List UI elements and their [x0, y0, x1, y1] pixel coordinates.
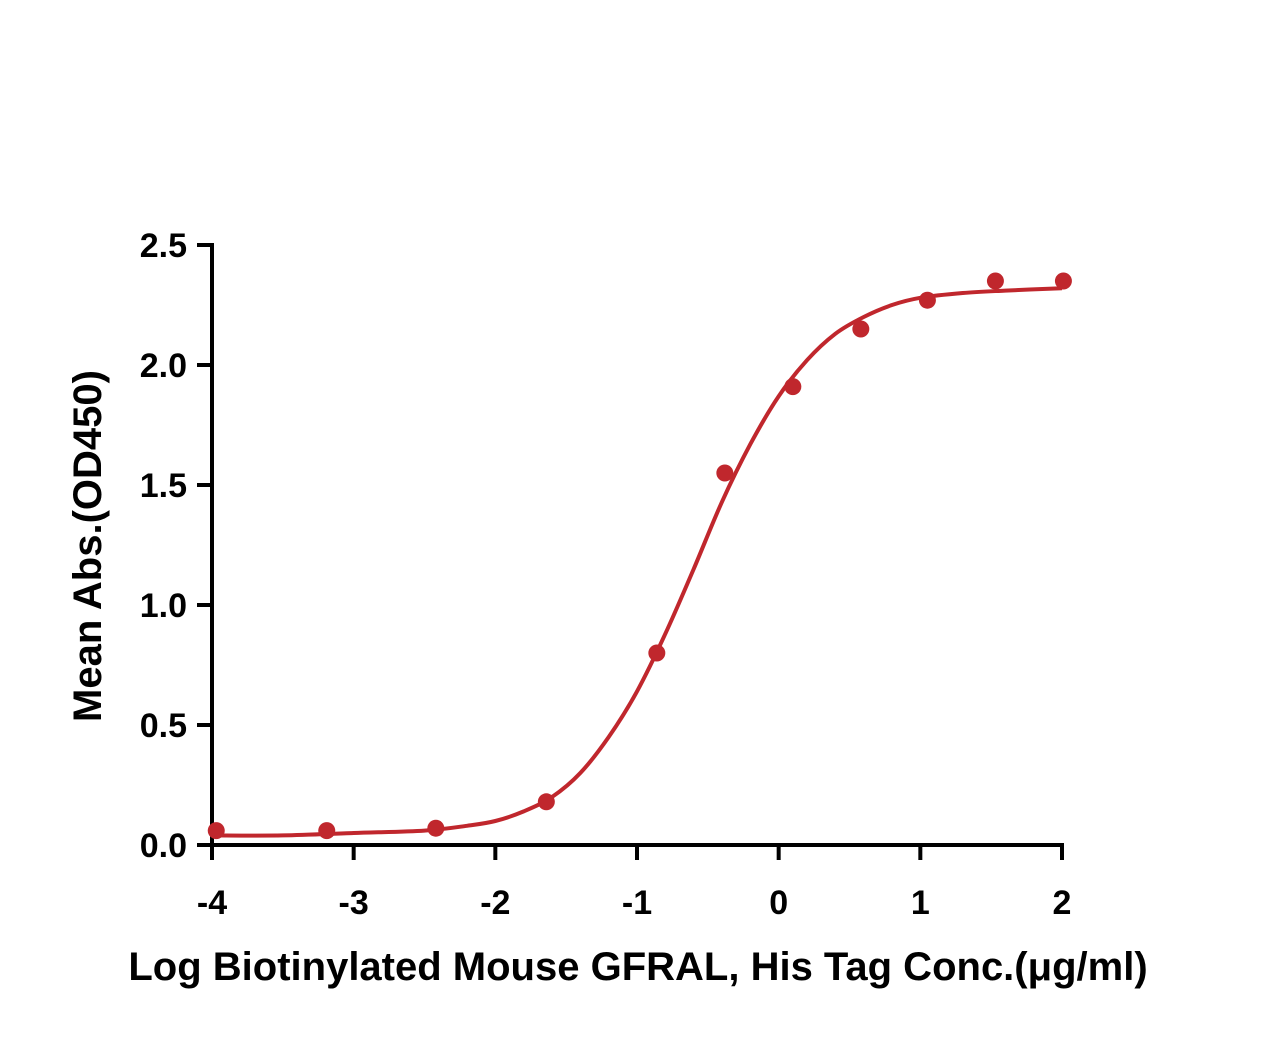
data-point — [318, 822, 336, 840]
data-point — [207, 822, 225, 840]
data-point — [427, 819, 445, 837]
data-point — [716, 464, 734, 482]
y-tick-label: 1.0 — [140, 587, 187, 625]
data-points — [207, 272, 1072, 840]
data-point — [784, 378, 802, 396]
fit-curve — [211, 286, 1063, 838]
x-tick-label: 2 — [1053, 884, 1072, 922]
data-point — [918, 291, 936, 309]
data-point — [852, 320, 870, 338]
x-tick-label: 1 — [911, 884, 930, 922]
y-axis-title: Mean Abs.(OD450) — [66, 370, 110, 722]
y-tick-label: 0.0 — [140, 827, 187, 865]
y-tick-label: 2.0 — [140, 347, 187, 385]
data-point — [1054, 272, 1072, 290]
data-point — [986, 272, 1004, 290]
x-tick-label: -2 — [480, 884, 510, 922]
x-tick-label: -3 — [339, 884, 369, 922]
x-ticks: -4 -3 -2 -1 0 1 2 — [197, 845, 1072, 922]
data-point — [537, 793, 555, 811]
x-tick-label: -4 — [197, 884, 227, 922]
data-point — [648, 644, 666, 662]
y-tick-label: 2.5 — [140, 227, 187, 265]
x-tick-label: 0 — [769, 884, 788, 922]
x-tick-label: -1 — [622, 884, 652, 922]
x-axis-title: Log Biotinylated Mouse GFRAL, His Tag Co… — [128, 945, 1147, 989]
y-tick-label: 1.5 — [140, 467, 187, 505]
y-tick-label: 0.5 — [140, 707, 187, 745]
y-ticks: 0.0 0.5 1.0 1.5 2.0 2.5 — [140, 227, 212, 865]
axes — [210, 243, 1064, 847]
